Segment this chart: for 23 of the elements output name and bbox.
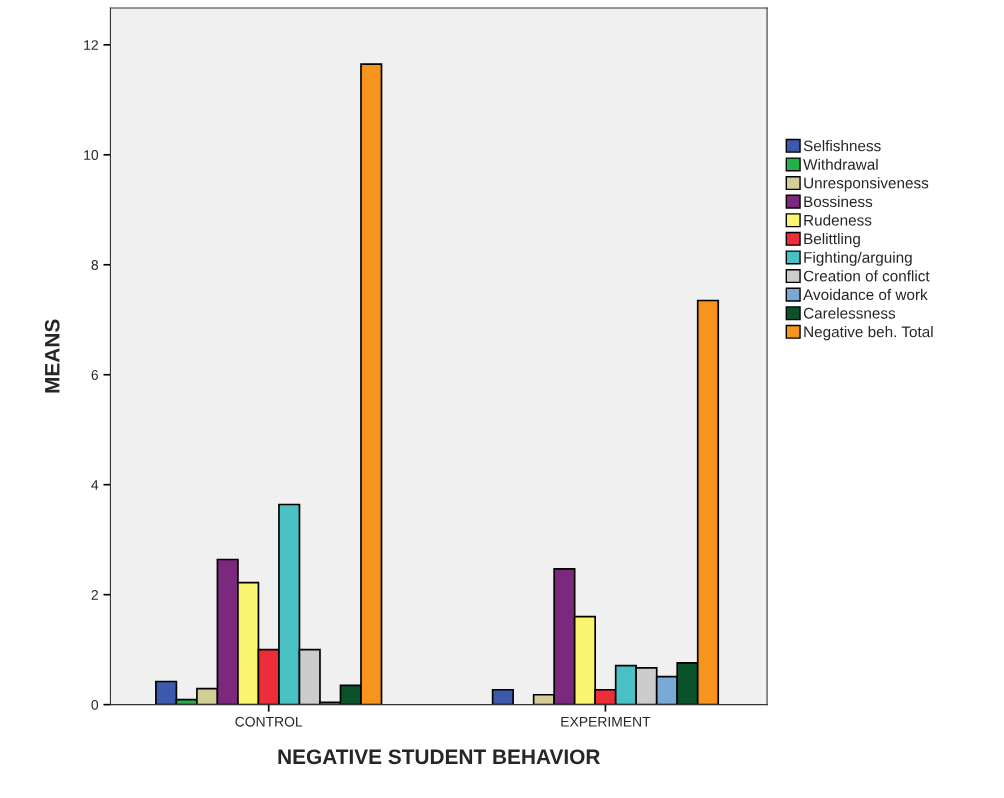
legend-label: Avoidance of work [803, 288, 928, 301]
y-axis-title: MEANS [44, 319, 60, 393]
legend-label: Unresponsiveness [804, 177, 929, 192]
legend-label: Fighting/arguing [804, 251, 912, 266]
legend-label: Belittling [804, 233, 860, 248]
legend-label: Carelessness [803, 307, 896, 319]
legend-label: Selfishness [803, 140, 881, 152]
y-tick-label: 4 [91, 480, 99, 490]
y-tick-label: 10 [84, 150, 99, 160]
y-tick-label: 0 [91, 699, 99, 710]
x-axis-title: NEGATIVE STUDENT BEHAVIOR [278, 749, 600, 765]
y-tick-label: 2 [91, 590, 98, 600]
x-tick-label: EXPERIMENT [561, 716, 651, 727]
y-tick-label: 6 [91, 370, 99, 380]
x-tick-label: CONTROL [235, 716, 303, 727]
legend-label: Creation of conflict [803, 270, 930, 282]
y-tick-label: 12 [84, 40, 98, 50]
bar [491, 688, 514, 705]
legend-label: Negative beh. Total [804, 326, 933, 341]
legend-label: Withdrawal [803, 158, 878, 170]
legend-label: Bossiness [804, 195, 873, 208]
y-tick-label: 8 [91, 260, 99, 270]
legend-label: Rudeness [804, 214, 872, 226]
